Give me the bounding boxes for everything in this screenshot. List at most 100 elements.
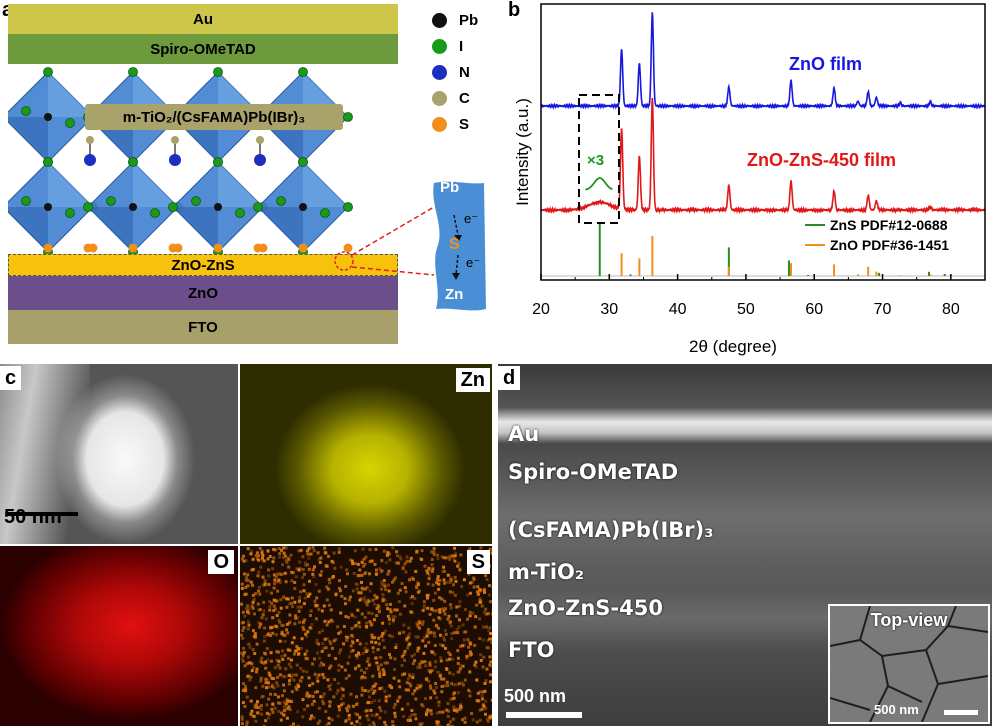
zoom-box [578, 94, 620, 224]
series-label-zno: ZnO film [789, 54, 862, 74]
layer-zno-zns: ZnO-ZnS [8, 254, 398, 276]
cation-2 [254, 136, 266, 166]
lead-atom [44, 203, 52, 211]
panel-label-b: b [508, 0, 521, 21]
legend-c: C [432, 88, 470, 108]
inset-pb-label: Pb [440, 179, 460, 196]
sem-label-zno-zns: ZnO-ZnS-450 [508, 596, 663, 620]
sulfur-atom [128, 243, 138, 253]
iodine-atom [298, 67, 308, 77]
legend-pb: Pb [432, 10, 478, 30]
s-map-label: S [466, 550, 490, 574]
sulfur-atom [343, 243, 353, 253]
atom-s-icon [432, 116, 447, 132]
sulfur-atom [43, 243, 53, 253]
scalebar-c-label: 50 nm [4, 506, 62, 528]
octahedron-5 [83, 157, 183, 257]
iodine-atom [128, 157, 138, 167]
layer-spiro-label: Spiro-OMeTAD [150, 40, 256, 58]
x-tick-label-30: 30 [600, 301, 618, 318]
layer-zno-label: ZnO [188, 284, 218, 302]
panel-label-a: a [2, 0, 13, 20]
o-map-tile: O [0, 546, 238, 726]
layer-au-label: Au [193, 10, 213, 28]
lead-atom [214, 203, 222, 211]
x-axis-title: 2θ (degree) [689, 337, 777, 356]
o-map-label: O [208, 550, 234, 574]
grain-boundaries [830, 606, 988, 722]
atom-i-icon [432, 38, 447, 54]
inset-scalebar [944, 710, 978, 715]
iodine-atom [83, 202, 93, 212]
iodine-atom [213, 67, 223, 77]
sulfur-atom [298, 243, 308, 253]
x-tick-label-60: 60 [805, 301, 823, 318]
legend-zno-label: ZnO PDF#36-1451 [830, 237, 949, 253]
magnified-peak [585, 177, 613, 191]
iodine-atom [343, 112, 353, 122]
x-tick-label-40: 40 [669, 301, 687, 318]
layer-fto-label: FTO [188, 318, 218, 336]
iodine-atom [43, 157, 53, 167]
inset-title: Top-view [870, 610, 948, 630]
sem-label-au: Au [508, 422, 540, 446]
iodine-atom [21, 196, 31, 206]
xrd-chart: 20 30 40 50 60 70 80 ×3 ZnO film ZnO-ZnS-450 f… [513, 3, 986, 356]
magnification-label: ×3 [587, 152, 604, 169]
iodine-atom [43, 67, 53, 77]
x-tick-label-70: 70 [874, 301, 892, 318]
reference-sticks [541, 224, 985, 277]
legend-i: I [432, 36, 463, 56]
iodine-atom [235, 208, 245, 218]
iodine-atom [276, 196, 286, 206]
series-line-0 [540, 12, 986, 111]
iodine-atom [106, 196, 116, 206]
zoom-callout [334, 181, 486, 311]
layer-au: Au [8, 4, 398, 34]
sem-label-spiro: Spiro-OMeTAD [508, 460, 679, 484]
atom-c-icon [432, 90, 447, 106]
inset-electron-label-1: e⁻ [464, 211, 479, 226]
legend-pb-label: Pb [459, 11, 479, 29]
iodine-atom [128, 67, 138, 77]
x-tick-label-80: 80 [942, 301, 960, 318]
sulfur-atom [83, 243, 93, 253]
octahedron-6 [168, 157, 268, 257]
legend-i-label: I [459, 37, 464, 55]
legend-zns-label: ZnS PDF#12-0688 [830, 217, 948, 233]
iodine-atom [65, 118, 75, 128]
series-label-zno-zns: ZnO-ZnS-450 film [747, 150, 896, 170]
cation-0 [84, 136, 96, 166]
legend-c-label: C [459, 89, 470, 107]
iodine-atom [298, 157, 308, 167]
lead-atom [129, 203, 137, 211]
iodine-atom [253, 202, 263, 212]
perovskite-label-box: m-TiO₂/(CsFAMA)Pb(IBr)₃ [85, 104, 343, 130]
iodine-atom [343, 202, 353, 212]
atom-pb-icon [432, 12, 447, 28]
legend-n: N [432, 62, 470, 82]
layer-zno: ZnO [8, 276, 398, 310]
iodine-atom [65, 208, 75, 218]
cation-1 [169, 136, 181, 166]
panel-label-d: d [498, 366, 521, 390]
scalebar-c [6, 512, 78, 516]
sulfur-atom [253, 243, 263, 253]
inset-electron-label-2: e⁻ [466, 255, 481, 270]
s-map-tile: S [240, 546, 492, 726]
sulfur-atom [168, 243, 178, 253]
iodine-atom [168, 202, 178, 212]
x-tick-label-20: 20 [532, 301, 550, 318]
iodine-atom [320, 208, 330, 218]
iodine-atom [191, 196, 201, 206]
inset-scalebar-label: 500 nm [874, 702, 919, 717]
series-line-1 [540, 97, 986, 215]
layer-zno-zns-label: ZnO-ZnS [171, 256, 235, 274]
plot-frame [540, 3, 986, 281]
octahedron-7 [253, 157, 353, 257]
iodine-atom [213, 157, 223, 167]
y-axis-title: Intensity (a.u.) [513, 98, 532, 206]
inset-zn-label: Zn [445, 286, 464, 303]
xrd-axes: 20 30 40 50 60 70 80 [532, 3, 986, 318]
scalebar-d-label: 500 nm [504, 686, 567, 706]
